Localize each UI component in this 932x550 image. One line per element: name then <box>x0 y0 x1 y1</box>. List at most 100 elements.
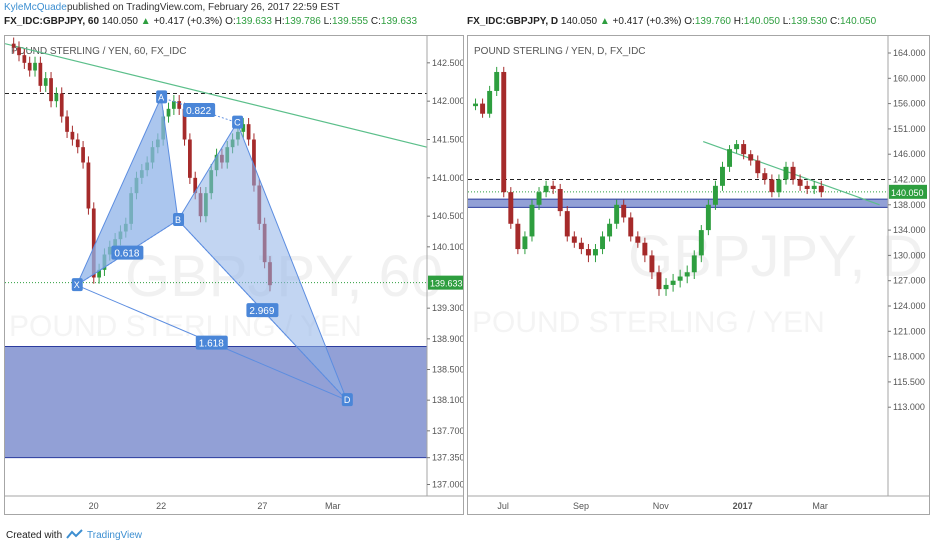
candle-body <box>171 101 176 109</box>
last-price-tag <box>428 275 464 290</box>
y-tick-label: 138.900 <box>432 334 463 344</box>
candle-body <box>543 185 549 193</box>
x-tick-label: 20 <box>89 501 99 511</box>
candle-body <box>804 185 810 189</box>
candle-body <box>22 55 27 63</box>
ratio-value: 1.618 <box>199 339 224 350</box>
candle-body <box>182 108 187 140</box>
ratio-label: 0.618 <box>111 245 144 260</box>
y-tick-label: 142.500 <box>432 58 463 68</box>
y-tick-label: 138.100 <box>432 395 463 405</box>
published-text: published on TradingView.com, February 2… <box>67 2 340 13</box>
candle-body <box>38 62 43 86</box>
right-chart-panel[interactable]: GBPJPY, D POUND STERLING / YEN POUND STE… <box>467 35 930 515</box>
candle-body <box>480 103 486 114</box>
candle-body <box>755 160 761 174</box>
y-tick-label: 127.000 <box>893 276 926 286</box>
right-watermark-small: POUND STERLING / YEN <box>472 306 825 339</box>
candle-body <box>522 236 528 250</box>
x-tick-label: 22 <box>156 501 166 511</box>
pattern-point-label: C <box>234 118 241 128</box>
last-price-tag <box>889 184 927 199</box>
left-high: 139.786 <box>284 16 321 27</box>
right-close: 140.050 <box>839 16 877 27</box>
y-tick-label: 141.000 <box>432 173 463 183</box>
pattern-point-badge <box>232 115 244 129</box>
candle-body <box>27 62 32 71</box>
ratio-label: 2.969 <box>246 303 279 318</box>
right-low-label: L: <box>782 16 792 27</box>
ratio-label: 1.618 <box>195 335 228 350</box>
x-tick-label: 2017 <box>733 501 753 511</box>
candle-body <box>712 185 718 205</box>
candle-body <box>252 139 256 186</box>
left-chart-title: POUND STERLING / YEN, 60, FX_IDC <box>11 46 186 57</box>
candle-body <box>70 131 75 140</box>
right-symbol-line: FX_IDC:GBPJPY, D 140.050 ▲ +0.417 (+0.3%… <box>467 16 876 28</box>
candle-body <box>607 223 613 237</box>
left-chart-svg[interactable]: GBPJPY, 60 POUND STERLING / YEN POUND ST… <box>4 36 465 514</box>
candle-body <box>656 272 662 290</box>
y-tick-label: 121.000 <box>893 326 926 336</box>
candle-body <box>762 173 768 180</box>
pattern-point-label: A <box>158 92 164 102</box>
candle-body <box>86 162 91 209</box>
candle-body <box>691 255 697 273</box>
y-tick-label: 142.000 <box>432 96 463 106</box>
ratio-badge <box>195 335 228 350</box>
ratio-badge <box>246 303 279 318</box>
x-tick-label: Mar <box>812 501 828 511</box>
candle-body <box>621 204 627 218</box>
candle-body <box>776 179 782 193</box>
right-chart-svg[interactable]: GBPJPY, D POUND STERLING / YEN POUND STE… <box>468 36 929 514</box>
y-tick-label: 134.000 <box>893 225 926 235</box>
y-tick-label: 146.000 <box>893 149 926 159</box>
right-change: +0.417 (+0.3%) <box>612 16 682 27</box>
candle-body <box>33 62 37 71</box>
candle-body <box>663 284 669 290</box>
right-high-label: H: <box>733 16 744 27</box>
pattern-point-d: D <box>341 393 353 407</box>
candle-body <box>515 223 521 250</box>
candle-body <box>670 280 676 285</box>
pattern-point-badge <box>156 90 168 104</box>
x-tick-label: Sep <box>573 501 589 511</box>
left-open: 139.633 <box>235 16 272 27</box>
candle-body <box>241 124 246 132</box>
candle-body <box>494 71 500 91</box>
y-tick-label: 118.000 <box>893 352 925 362</box>
left-chart-panel[interactable]: GBPJPY, 60 POUND STERLING / YEN POUND ST… <box>4 35 465 515</box>
ratio-value: 0.618 <box>114 249 139 260</box>
candle-body <box>508 192 514 224</box>
tradingview-brand[interactable]: TradingView <box>87 530 143 541</box>
candle-body <box>91 208 96 278</box>
candle-body <box>727 149 733 167</box>
left-open-label: O: <box>225 16 236 27</box>
candle-body <box>17 47 21 56</box>
created-with-text: Created with <box>6 530 63 541</box>
candle-body <box>642 242 648 256</box>
x-tick-label: Mar <box>325 501 341 511</box>
author-link[interactable]: KyleMcQuade <box>4 2 67 13</box>
candle-body <box>811 185 817 189</box>
candle-body <box>684 272 690 277</box>
candle-body <box>246 124 251 140</box>
y-tick-label: 156.000 <box>893 99 926 109</box>
y-tick-label: 164.000 <box>893 48 926 58</box>
candle-body <box>188 139 192 178</box>
candle-body <box>593 249 598 256</box>
right-symbol: FX_IDC:GBPJPY, D <box>467 16 559 27</box>
candle-body <box>529 204 535 237</box>
pattern-point-b: B <box>173 213 185 226</box>
y-tick-label: 130.000 <box>893 250 926 260</box>
candle-body <box>564 211 570 237</box>
candle-body <box>49 78 53 102</box>
y-tick-label: 137.000 <box>432 480 463 490</box>
candle-body <box>75 139 80 148</box>
candle-body <box>705 204 711 231</box>
pattern-point-label: X <box>74 280 80 290</box>
candle-body <box>54 93 59 102</box>
y-tick-label: 137.700 <box>432 426 463 436</box>
candle-body <box>698 230 704 256</box>
tradingview-logo-icon <box>66 529 83 539</box>
